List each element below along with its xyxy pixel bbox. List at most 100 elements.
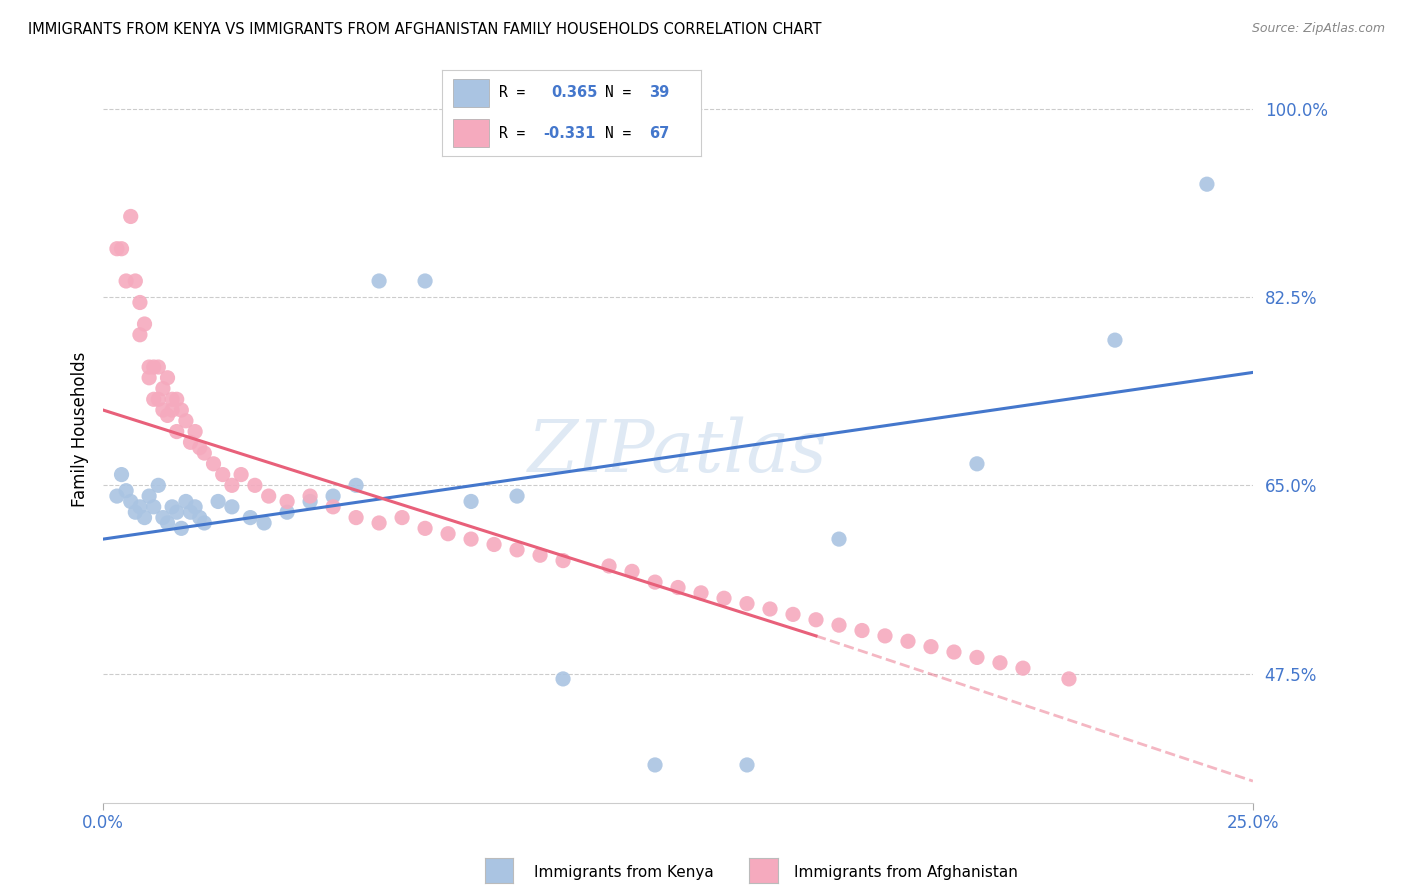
Point	[207, 494, 229, 508]
Point	[920, 640, 942, 654]
Point	[229, 467, 252, 482]
Point	[322, 489, 344, 503]
Point	[239, 510, 262, 524]
Point	[152, 510, 174, 524]
Point	[160, 403, 183, 417]
Point	[644, 758, 666, 772]
Point	[1195, 177, 1218, 191]
Text: IMMIGRANTS FROM KENYA VS IMMIGRANTS FROM AFGHANISTAN FAMILY HOUSEHOLDS CORRELATI: IMMIGRANTS FROM KENYA VS IMMIGRANTS FROM…	[28, 22, 821, 37]
Point	[598, 559, 620, 574]
Point	[138, 371, 160, 385]
Point	[243, 478, 266, 492]
Point	[184, 500, 207, 514]
Point	[437, 526, 460, 541]
Text: Immigrants from Kenya: Immigrants from Kenya	[534, 865, 714, 880]
Point	[897, 634, 920, 648]
Point	[180, 435, 202, 450]
Point	[735, 597, 758, 611]
Point	[804, 613, 827, 627]
Point	[156, 516, 179, 530]
Point	[180, 505, 202, 519]
Point	[828, 532, 851, 546]
Point	[344, 478, 367, 492]
Text: ZIPatlas: ZIPatlas	[529, 416, 828, 486]
Point	[966, 457, 988, 471]
Point	[506, 489, 529, 503]
Point	[170, 403, 193, 417]
Point	[529, 548, 551, 562]
Point	[148, 392, 170, 407]
Point	[1057, 672, 1080, 686]
Point	[160, 500, 183, 514]
Point	[134, 510, 156, 524]
Point	[166, 392, 188, 407]
Point	[299, 494, 322, 508]
Point	[276, 505, 298, 519]
Point	[105, 489, 128, 503]
Point	[551, 672, 574, 686]
Point	[120, 494, 142, 508]
Point	[193, 446, 215, 460]
Point	[782, 607, 804, 622]
Point	[299, 489, 322, 503]
Point	[966, 650, 988, 665]
Point	[138, 489, 160, 503]
Point	[482, 537, 505, 551]
Point	[170, 521, 193, 535]
Point	[129, 327, 152, 342]
Point	[129, 500, 152, 514]
Point	[142, 392, 165, 407]
Point	[142, 500, 165, 514]
Point	[202, 457, 225, 471]
Point	[1012, 661, 1035, 675]
Text: Immigrants from Afghanistan: Immigrants from Afghanistan	[794, 865, 1018, 880]
Point	[166, 425, 188, 439]
Point	[134, 317, 156, 331]
Point	[110, 467, 132, 482]
Point	[115, 483, 138, 498]
Point	[166, 505, 188, 519]
Point	[105, 242, 128, 256]
Point	[368, 516, 391, 530]
Point	[713, 591, 735, 606]
Text: Source: ZipAtlas.com: Source: ZipAtlas.com	[1251, 22, 1385, 36]
Point	[621, 565, 644, 579]
Point	[156, 409, 179, 423]
Point	[120, 210, 142, 224]
Point	[221, 500, 243, 514]
Point	[148, 478, 170, 492]
Point	[344, 510, 367, 524]
Point	[943, 645, 966, 659]
Point	[110, 242, 132, 256]
Point	[257, 489, 280, 503]
Point	[851, 624, 873, 638]
Point	[368, 274, 391, 288]
Y-axis label: Family Households: Family Households	[72, 351, 89, 507]
Point	[160, 392, 183, 407]
Point	[148, 359, 170, 374]
Point	[413, 521, 436, 535]
Point	[211, 467, 233, 482]
Point	[138, 359, 160, 374]
Point	[460, 532, 482, 546]
Point	[276, 494, 298, 508]
Point	[115, 274, 138, 288]
Point	[759, 602, 782, 616]
Point	[322, 500, 344, 514]
Point	[193, 516, 215, 530]
Point	[391, 510, 413, 524]
Point	[124, 274, 146, 288]
Point	[873, 629, 896, 643]
Point	[413, 274, 436, 288]
Point	[735, 758, 758, 772]
Point	[644, 575, 666, 590]
Point	[188, 441, 211, 455]
Point	[174, 414, 197, 428]
Point	[666, 581, 689, 595]
Point	[188, 510, 211, 524]
Point	[156, 371, 179, 385]
Point	[152, 403, 174, 417]
Point	[142, 359, 165, 374]
Point	[184, 425, 207, 439]
Point	[828, 618, 851, 632]
